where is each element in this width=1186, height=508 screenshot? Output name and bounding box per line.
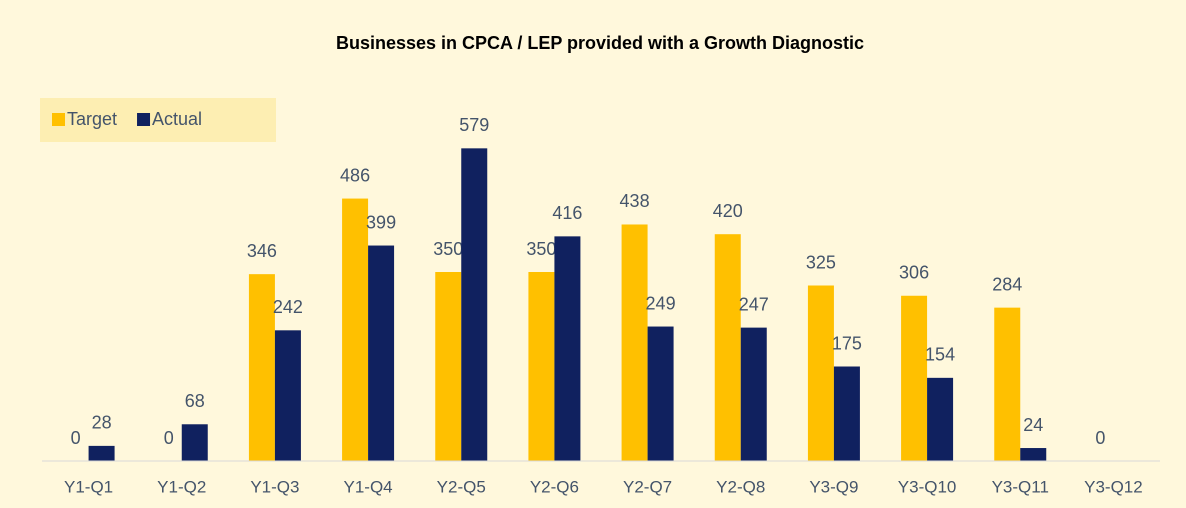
bar xyxy=(181,424,208,461)
chart-title: Businesses in CPCA / LEP provided with a… xyxy=(336,33,864,53)
x-tick-label: Y3-Q12 xyxy=(1084,477,1143,496)
legend-label: Actual xyxy=(152,109,202,129)
legend-swatch xyxy=(52,113,65,126)
x-tick-label: Y2-Q7 xyxy=(623,477,672,496)
bar xyxy=(342,198,369,461)
bar xyxy=(901,295,928,461)
bar xyxy=(528,272,555,461)
bar xyxy=(927,377,954,461)
data-label: 68 xyxy=(185,391,205,411)
bar xyxy=(807,285,834,461)
data-label: 350 xyxy=(433,239,463,259)
bar xyxy=(994,307,1021,461)
bar xyxy=(274,330,301,461)
data-label: 0 xyxy=(164,428,174,448)
x-tick-label: Y3-Q10 xyxy=(898,477,957,496)
x-tick-label: Y3-Q11 xyxy=(992,477,1049,496)
bar xyxy=(714,234,741,461)
data-label: 28 xyxy=(92,413,112,433)
legend-swatch xyxy=(137,113,151,126)
data-label: 420 xyxy=(713,201,743,221)
x-tick-label: Y3-Q9 xyxy=(809,477,858,496)
data-label: 24 xyxy=(1023,415,1043,435)
data-label: 399 xyxy=(366,212,396,232)
bar xyxy=(435,272,462,461)
x-tick-label: Y2-Q8 xyxy=(716,477,765,496)
data-label: 416 xyxy=(552,203,582,223)
bar xyxy=(248,274,275,461)
data-label: 486 xyxy=(340,165,370,185)
data-label: 579 xyxy=(459,115,489,135)
data-label: 284 xyxy=(992,274,1022,294)
bar xyxy=(554,236,581,461)
legend-box xyxy=(40,98,276,142)
legend-label: Target xyxy=(67,109,117,129)
bar xyxy=(740,327,767,461)
data-label: 346 xyxy=(247,241,277,261)
data-label: 350 xyxy=(526,239,556,259)
data-label: 249 xyxy=(646,293,676,313)
data-label: 242 xyxy=(273,297,303,317)
bar xyxy=(647,326,674,461)
bar xyxy=(368,245,395,461)
bar xyxy=(621,224,648,461)
x-tick-label: Y1-Q3 xyxy=(250,477,299,496)
x-tick-label: Y2-Q6 xyxy=(530,477,579,496)
bar xyxy=(833,366,860,461)
bar xyxy=(1020,448,1047,461)
x-tick-label: Y1-Q4 xyxy=(344,477,393,496)
data-label: 0 xyxy=(1095,428,1105,448)
data-label: 306 xyxy=(899,263,929,283)
data-label: 325 xyxy=(806,252,836,272)
data-label: 175 xyxy=(832,333,862,353)
x-tick-label: Y1-Q2 xyxy=(157,477,206,496)
x-tick-label: Y2-Q5 xyxy=(437,477,486,496)
data-label: 154 xyxy=(925,345,955,365)
data-label: 247 xyxy=(739,294,769,314)
bar xyxy=(461,148,488,461)
data-label: 438 xyxy=(620,191,650,211)
data-label: 0 xyxy=(71,428,81,448)
bar xyxy=(88,445,115,461)
x-tick-label: Y1-Q1 xyxy=(64,477,113,496)
